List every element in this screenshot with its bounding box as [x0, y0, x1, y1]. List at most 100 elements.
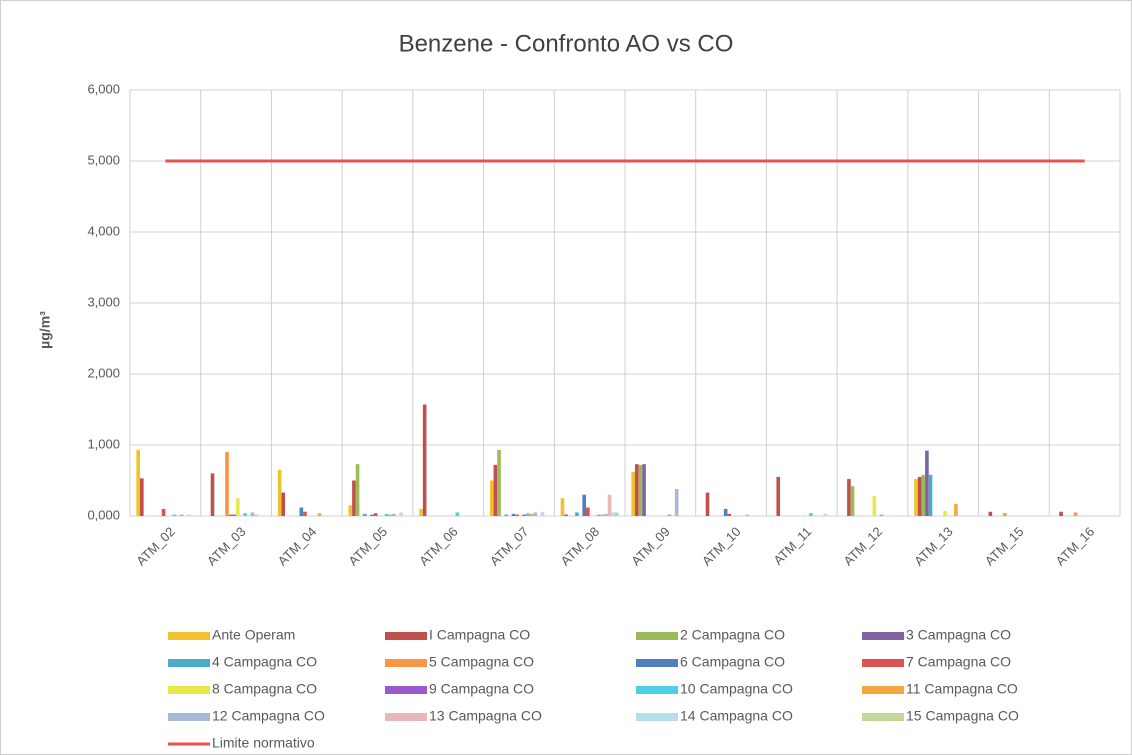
bar [243, 513, 247, 516]
legend-swatch [636, 632, 678, 640]
bar [560, 498, 565, 516]
y-tick-label: 6,000 [87, 81, 120, 96]
bar [250, 512, 255, 516]
legend-swatch [862, 713, 904, 721]
legend-label: 8 Campagna CO [212, 681, 317, 697]
bar [674, 489, 679, 516]
legend-swatch [168, 632, 210, 640]
bar [745, 514, 750, 516]
bar [210, 473, 215, 516]
bar [497, 449, 501, 516]
bar [526, 513, 530, 516]
legend-swatch [385, 632, 427, 640]
legend-label: 4 Campagna CO [212, 654, 317, 670]
bar [232, 514, 237, 516]
bar [373, 513, 378, 516]
y-tick-label: 0,000 [87, 507, 120, 522]
bar [809, 513, 813, 516]
bar [529, 513, 534, 516]
bar [161, 508, 166, 516]
legend-swatch [385, 713, 427, 721]
bar [600, 514, 605, 516]
bar [522, 514, 527, 516]
bar [823, 513, 828, 516]
legend-label: 5 Campagna CO [429, 654, 534, 670]
bar [391, 513, 396, 516]
legend-label: 11 Campagna CO [906, 681, 1018, 697]
legend-label: 14 Campagna CO [680, 708, 793, 724]
bar [727, 513, 732, 516]
bar [928, 474, 933, 516]
legend-label: 3 Campagna CO [906, 627, 1011, 643]
bar [419, 508, 423, 516]
legend-label: 12 Campagna CO [212, 708, 325, 724]
legend-label: I Campagna CO [429, 627, 530, 643]
bar [631, 471, 635, 516]
bar [511, 513, 516, 516]
bar [564, 514, 568, 516]
bar [348, 505, 353, 516]
bar [634, 464, 639, 516]
bar [582, 494, 587, 516]
bar [917, 476, 922, 516]
legend-label: Limite normativo [212, 735, 315, 751]
bar [642, 464, 646, 516]
y-tick-label: 1,000 [87, 436, 120, 451]
chart-title: Benzene - Confronto AO vs CO [399, 30, 734, 57]
legend-swatch [636, 659, 678, 667]
bar [988, 511, 993, 516]
bar [187, 514, 191, 516]
bar [317, 513, 322, 516]
bar [352, 480, 356, 516]
legend-swatch [168, 686, 210, 694]
bar [303, 511, 307, 516]
bar [586, 507, 590, 516]
bar [384, 513, 389, 516]
bar [723, 508, 728, 516]
legend-swatch [636, 686, 678, 694]
y-tick-label: 5,000 [87, 152, 120, 167]
bar [954, 503, 958, 516]
legend-label: 13 Campagna CO [429, 708, 542, 724]
bar [914, 479, 918, 516]
y-tick-label: 4,000 [87, 223, 120, 238]
legend-swatch [862, 632, 904, 640]
bar [399, 512, 403, 516]
bar [225, 452, 229, 516]
legend-swatch [385, 659, 427, 667]
bar [363, 513, 367, 516]
bar [355, 464, 360, 516]
bar [139, 478, 144, 516]
bar [455, 512, 460, 516]
bar [493, 464, 498, 516]
bar [872, 496, 877, 516]
bar [540, 511, 545, 516]
legend-swatch [168, 713, 210, 721]
bar [281, 492, 286, 516]
bar [1073, 512, 1078, 516]
legend-label: 6 Campagna CO [680, 654, 785, 670]
bar [611, 512, 616, 516]
bar [850, 486, 855, 516]
bar [607, 494, 612, 516]
bar [1003, 513, 1007, 516]
legend-label: 9 Campagna CO [429, 681, 534, 697]
bar [604, 513, 608, 516]
bar [254, 514, 258, 516]
bar [489, 480, 494, 516]
legend-label: 2 Campagna CO [680, 627, 785, 643]
bar [705, 492, 710, 516]
bar [925, 450, 929, 516]
bar [638, 464, 643, 516]
bar [943, 511, 947, 516]
bar [667, 514, 672, 516]
legend-label: 15 Campagna CO [906, 708, 1019, 724]
y-tick-label: 2,000 [87, 365, 120, 380]
bar [370, 514, 374, 516]
bar [388, 514, 392, 516]
legend-label: 7 Campagna CO [906, 654, 1011, 670]
bar [847, 479, 851, 516]
bar [299, 507, 304, 516]
